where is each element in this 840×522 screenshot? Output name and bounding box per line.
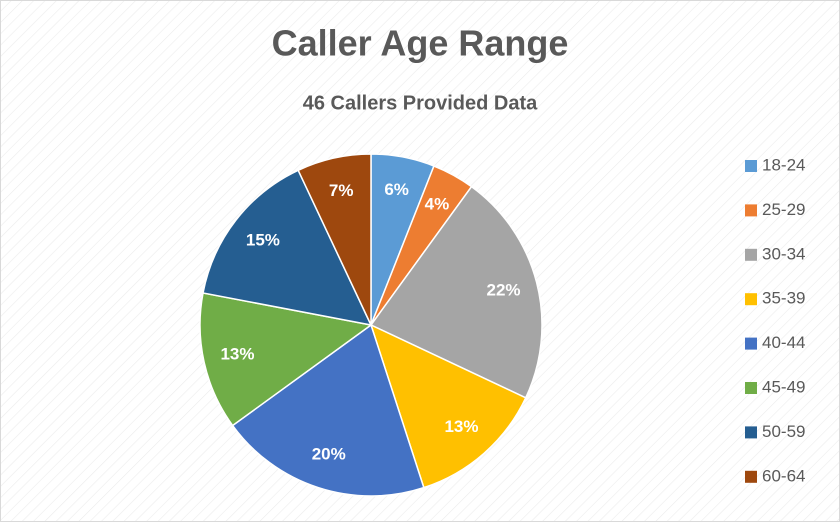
pie-slice <box>297 153 372 326</box>
legend-label: 50-59 <box>762 422 805 441</box>
pie-slice <box>231 323 425 497</box>
legend-swatch <box>745 293 757 306</box>
legend-label: 35-39 <box>762 289 805 308</box>
data-label: 22% <box>486 280 520 299</box>
data-label: 15% <box>246 231 280 250</box>
data-label: 7% <box>329 181 354 200</box>
legend-swatch <box>745 248 757 261</box>
data-label: 13% <box>220 344 254 363</box>
legend-label: 45-49 <box>762 377 805 396</box>
chart-title: Caller Age Range <box>272 23 569 64</box>
legend-label: 60-64 <box>762 466 805 485</box>
legend-label: 30-34 <box>762 244 805 263</box>
legend-label: 40-44 <box>762 333 805 352</box>
legend-swatch <box>745 382 757 394</box>
chart-subtitle: 46 Callers Provided Data <box>303 92 538 114</box>
legend-swatch <box>745 426 757 439</box>
data-label: 4% <box>425 195 450 214</box>
legend-swatch <box>745 337 757 350</box>
legend-swatch <box>745 470 757 483</box>
legend-swatch <box>745 204 757 217</box>
legend-label: 25-29 <box>762 200 805 219</box>
data-label: 6% <box>384 180 409 199</box>
data-label: 13% <box>444 417 478 436</box>
pie-slice <box>369 323 527 489</box>
legend-label: 18-24 <box>762 155 805 174</box>
pie-slice <box>199 292 373 427</box>
pie-slice <box>202 169 373 327</box>
data-label: 20% <box>312 445 346 464</box>
legend-swatch <box>745 160 757 172</box>
